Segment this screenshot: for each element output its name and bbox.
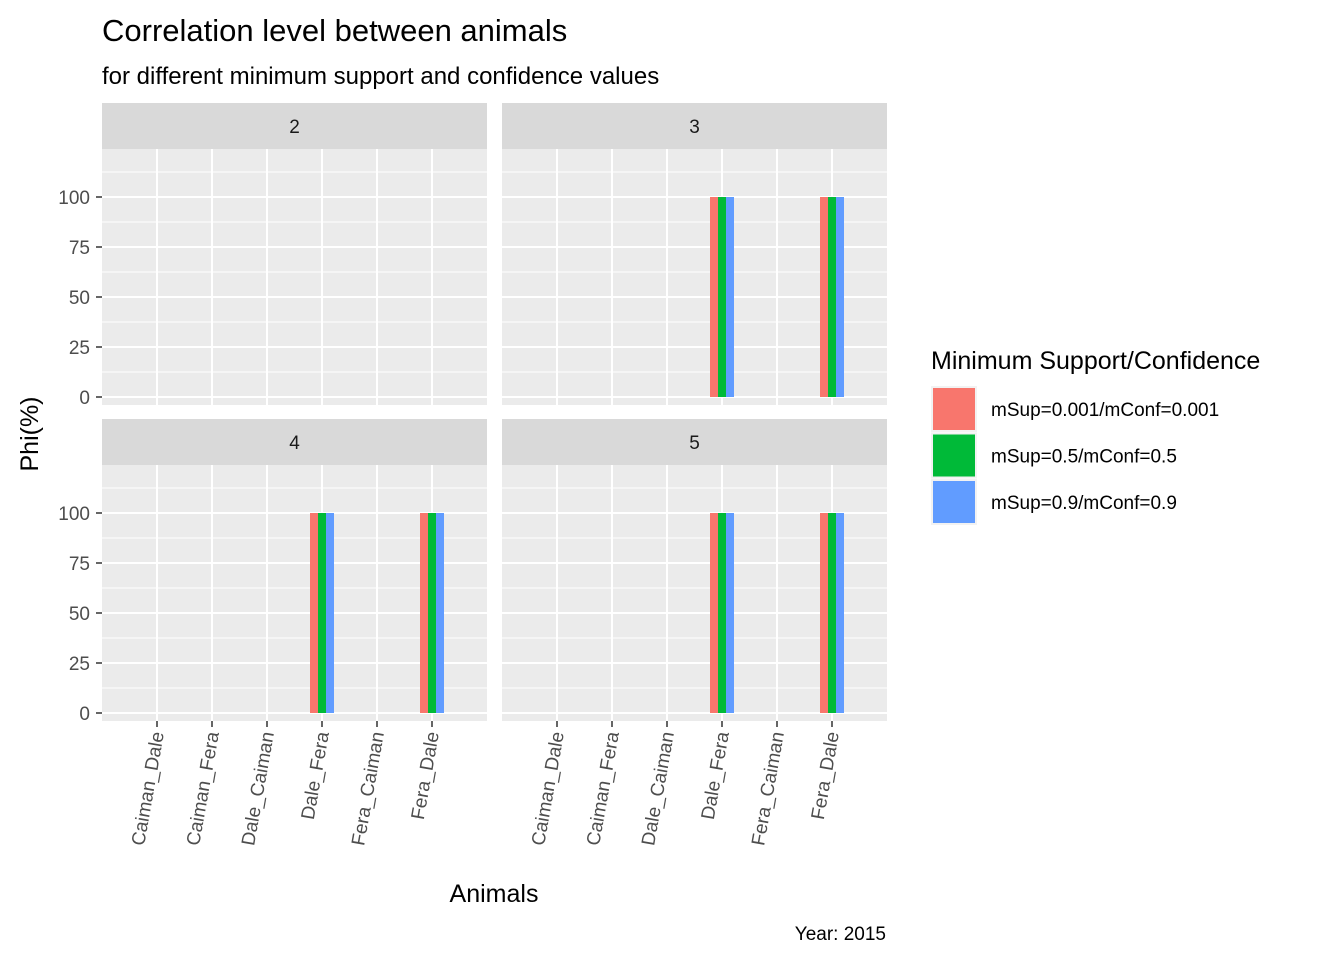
facet-panel-2: 2 0 25 50 75 100 <box>58 103 487 409</box>
panel-background <box>102 149 487 405</box>
y-tick-label: 100 <box>58 188 90 209</box>
chart-title: Correlation level between animals <box>102 13 567 48</box>
facet-panels: 2 0 25 50 75 100 3 4 0 25 50 75 100 5 <box>58 103 887 725</box>
y-tick-label: 0 <box>79 704 90 725</box>
legend-item: mSup=0.001/mConf=0.001 <box>931 386 1219 432</box>
y-tick-label: 50 <box>69 288 90 309</box>
legend-title: Minimum Support/Confidence <box>931 347 1260 375</box>
bar <box>710 197 718 397</box>
x-tick-label: Dale_Fera <box>298 730 334 821</box>
facet-panel-3: 3 <box>502 103 887 405</box>
y-axis-title: Phi(%) <box>16 396 44 471</box>
bar <box>718 197 726 397</box>
bar <box>820 197 828 397</box>
x-tick-labels: Caiman_Dale Caiman_Fera Dale_Caiman Dale_Fe… <box>128 721 844 847</box>
bar <box>828 513 836 713</box>
facet-strip-label: 4 <box>289 433 300 454</box>
y-tick-label: 75 <box>69 554 90 575</box>
legend-label: mSup=0.5/mConf=0.5 <box>991 447 1177 468</box>
bar <box>318 513 326 713</box>
bar <box>828 197 836 397</box>
legend-swatch <box>933 388 975 430</box>
x-tick-label: Dale_Fera <box>698 730 734 821</box>
x-tick-label: Fera_Dale <box>408 730 444 821</box>
x-axis-title: Animals <box>450 880 539 908</box>
bar <box>710 513 718 713</box>
legend-item: mSup=0.9/mConf=0.9 <box>931 479 1177 525</box>
chart-subtitle: for different minimum support and confid… <box>102 63 659 90</box>
x-tick-label: Fera_Caiman <box>748 730 789 847</box>
bar <box>326 513 334 713</box>
bar <box>428 513 436 713</box>
y-tick-label: 100 <box>58 504 90 525</box>
facet-strip <box>502 419 887 465</box>
facet-panel-4: 4 0 25 50 75 100 <box>58 419 487 725</box>
facet-strip-label: 3 <box>689 117 700 138</box>
legend-swatch <box>933 481 975 523</box>
y-tick-label: 50 <box>69 604 90 625</box>
bar <box>718 513 726 713</box>
legend-label: mSup=0.001/mConf=0.001 <box>991 400 1219 421</box>
y-tick-label: 0 <box>79 388 90 409</box>
legend-items: mSup=0.001/mConf=0.001 mSup=0.5/mConf=0.5… <box>931 386 1219 525</box>
facet-strip <box>502 103 887 149</box>
bar <box>726 513 734 713</box>
bar <box>726 197 734 397</box>
x-tick-label: Caiman_Dale <box>128 730 169 847</box>
facet-strip <box>102 419 487 465</box>
facet-panel-5: 5 <box>502 419 887 721</box>
bar <box>836 513 844 713</box>
x-tick-label: Caiman_Dale <box>528 730 569 847</box>
x-tick-label: Dale_Caiman <box>238 730 279 847</box>
x-tick-label: Dale_Caiman <box>638 730 679 847</box>
bar <box>420 513 428 713</box>
legend-item: mSup=0.5/mConf=0.5 <box>931 432 1177 479</box>
x-tick-label: Caiman_Fera <box>583 730 624 847</box>
bar <box>310 513 318 713</box>
facet-strip <box>102 103 487 149</box>
legend-swatch <box>933 434 975 477</box>
bar <box>820 513 828 713</box>
x-tick-label: Caiman_Fera <box>183 730 224 847</box>
legend-label: mSup=0.9/mConf=0.9 <box>991 493 1177 514</box>
x-tick-label: Fera_Dale <box>808 730 844 821</box>
legend: Minimum Support/Confidence mSup=0.001/mC… <box>931 347 1260 525</box>
y-tick-label: 25 <box>69 338 90 359</box>
chart-caption: Year: 2015 <box>795 924 886 945</box>
bar <box>836 197 844 397</box>
y-tick-label: 75 <box>69 238 90 259</box>
y-tick-label: 25 <box>69 654 90 675</box>
bar <box>436 513 444 713</box>
facet-strip-label: 5 <box>689 433 700 454</box>
facet-strip-label: 2 <box>289 117 300 138</box>
x-tick-label: Fera_Caiman <box>348 730 389 847</box>
